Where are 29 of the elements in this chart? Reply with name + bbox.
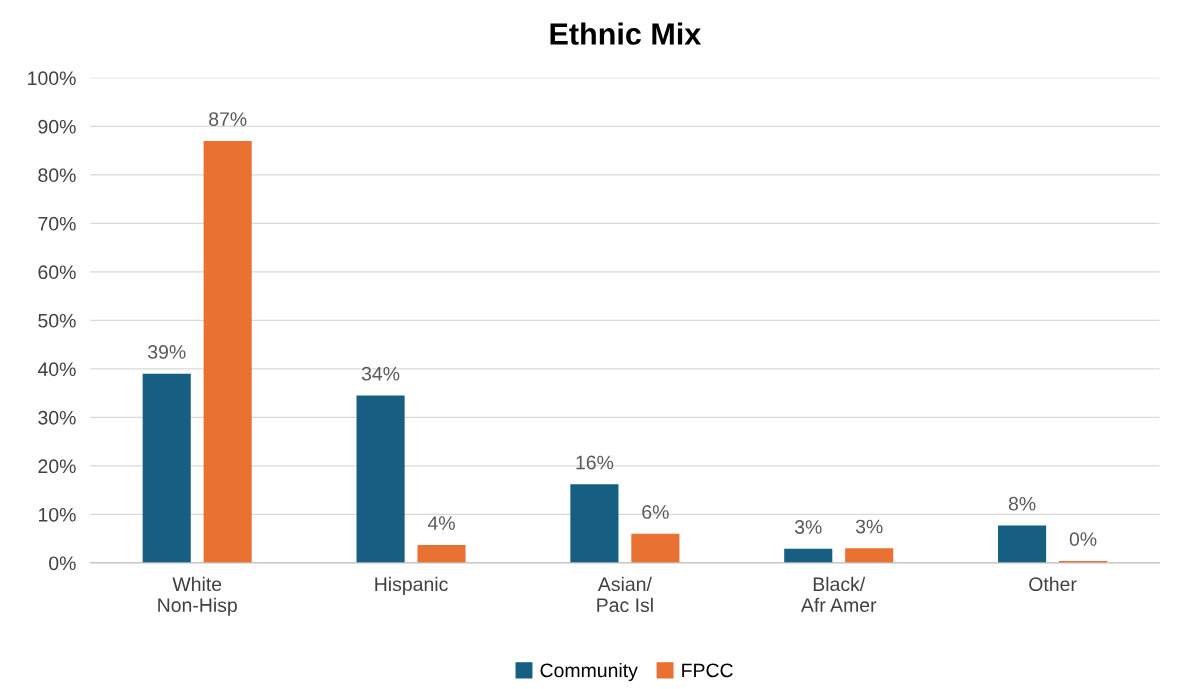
data-label: 34%	[361, 366, 400, 381]
y-tick-label: 90%	[38, 119, 76, 134]
data-label: 3%	[855, 519, 883, 534]
y-tick-label: 100%	[28, 71, 76, 86]
x-tick-label: Black/ Afr Amer	[800, 576, 877, 613]
data-label: 6%	[642, 505, 669, 519]
data-label: 39%	[148, 345, 186, 359]
legend-label: Community	[540, 662, 638, 682]
data-label: 4%	[427, 516, 455, 530]
data-label: 16%	[576, 455, 614, 470]
data-label: 8%	[1008, 496, 1036, 511]
y-tick-label: 50%	[38, 313, 76, 328]
x-tick-label: White Non-Hisp	[158, 576, 237, 616]
y-tick-label: 10%	[38, 507, 76, 522]
y-tick-label: 40%	[37, 362, 76, 377]
y-tick-label: 60%	[38, 265, 76, 280]
y-tick-label: 0%	[49, 556, 76, 571]
y-tick-label: 80%	[38, 168, 76, 183]
data-label: 0%	[1069, 532, 1097, 547]
legend-label: FPCC	[682, 663, 733, 678]
data-label: 3%	[794, 520, 822, 534]
y-tick-label: 70%	[38, 216, 76, 231]
x-tick-label: Other	[1029, 576, 1077, 592]
x-tick-label: Hispanic	[375, 576, 448, 595]
data-label: 87%	[209, 112, 247, 126]
x-tick-label: Asian/ Pac Isl	[597, 576, 653, 613]
chart-title: Ethnic Mix	[550, 22, 702, 45]
y-tick-label: 20%	[38, 459, 76, 474]
y-tick-label: 30%	[38, 410, 76, 425]
